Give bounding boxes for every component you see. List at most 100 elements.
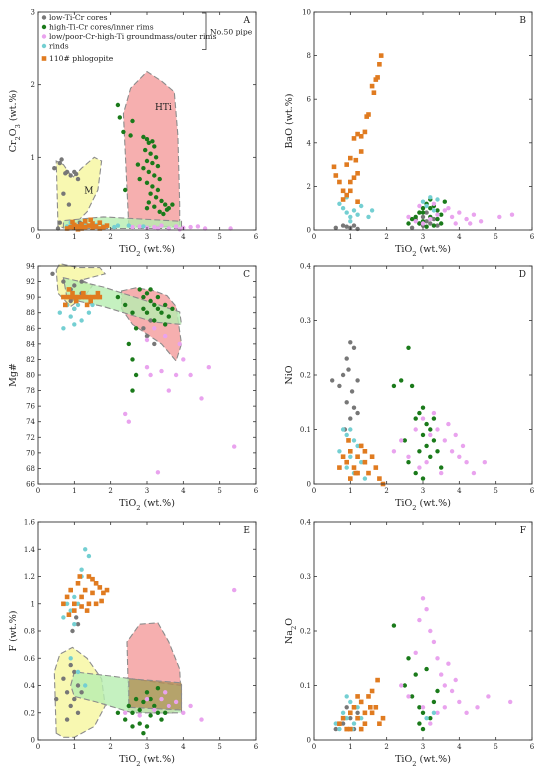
plot-frame [313, 265, 533, 485]
x-tick-label: 0 [36, 743, 40, 751]
data-point-high_ti_cr [121, 129, 126, 135]
x-tick-label: 1 [72, 743, 76, 751]
y-tick-label: 72 [26, 434, 35, 442]
data-point-low_poor_cr_high_ti [399, 438, 404, 443]
data-point-rinds [141, 224, 146, 229]
data-point-phlogopite_110 [97, 585, 103, 590]
data-point-phlogopite_110 [86, 574, 92, 579]
legend-marker-high_ti_cr [41, 24, 47, 30]
data-point-rinds [431, 208, 437, 213]
y-tick: 1.4 [24, 546, 256, 554]
data-point-low_ti_cr [75, 176, 81, 182]
data-point-high_ti_cr [424, 666, 429, 672]
y-tick-label: 4 [307, 139, 312, 147]
data-point-phlogopite_110 [333, 173, 339, 178]
y-tick: 3 [31, 9, 256, 17]
data-point-rinds [359, 203, 364, 209]
data-point-rinds [79, 318, 84, 323]
x-tick-label: 2 [108, 487, 112, 495]
data-point-high_ti_cr [150, 139, 155, 144]
data-point-rinds [348, 699, 353, 705]
data-point-high_ti_cr [417, 449, 422, 454]
data-point-low_poor_cr_high_ti [420, 221, 426, 226]
data-point-low_poor_cr_high_ti [431, 201, 437, 206]
data-point-high_ti_cr [153, 155, 159, 160]
data-point-rinds [115, 223, 121, 228]
data-point-rinds [340, 427, 346, 432]
data-point-high_ti_cr [141, 731, 146, 736]
data-point-phlogopite_110 [351, 465, 357, 470]
data-point-low_ti_cr [348, 416, 353, 421]
data-point-high_ti_cr [420, 405, 426, 410]
data-point-phlogopite_110 [358, 699, 364, 705]
data-point-low_poor_cr_high_ti [471, 470, 477, 476]
data-point-phlogopite_110 [346, 438, 351, 443]
data-point-rinds [337, 201, 342, 206]
data-point-low_poor_cr_high_ti [163, 333, 168, 339]
data-point-low_ti_cr [351, 223, 357, 228]
data-point-high_ti_cr [152, 703, 157, 709]
data-point-low_poor_cr_high_ti [406, 454, 411, 459]
data-point-phlogopite_110 [378, 53, 384, 58]
data-point-phlogopite_110 [101, 224, 106, 230]
y-tick: 86 [26, 325, 256, 333]
data-point-low_poor_cr_high_ti [148, 372, 153, 378]
data-point-low_ti_cr [344, 224, 349, 229]
data-point-low_poor_cr_high_ti [152, 326, 157, 331]
data-point-low_poor_cr_high_ti [188, 703, 193, 709]
data-point-low_ti_cr [355, 710, 360, 715]
data-point-high_ti_cr [428, 454, 433, 459]
data-point-phlogopite_110 [353, 470, 359, 476]
data-point-low_poor_cr_high_ti [137, 224, 142, 229]
y-tick: 1 [31, 600, 256, 608]
data-point-rinds [333, 721, 338, 726]
x-tick: 3 [421, 266, 425, 495]
y-tick: 70 [26, 449, 256, 457]
data-point-high_ti_cr [144, 724, 150, 729]
data-point-high_ti_cr [148, 287, 153, 292]
data-point-low_ti_cr [348, 716, 353, 721]
x-tick-label: 6 [530, 487, 535, 495]
x-tick: 1 [348, 522, 353, 751]
data-point-phlogopite_110 [75, 224, 81, 229]
data-point-low_poor_cr_high_ti [413, 219, 418, 224]
data-point-low_ti_cr [330, 378, 335, 383]
legend-marker-low_poor_cr_high_ti [41, 34, 47, 39]
data-point-low_poor_cr_high_ti [431, 639, 437, 645]
y-tick-label: 2 [307, 183, 311, 191]
y-tick-label: 0 [31, 737, 35, 745]
data-point-low_poor_cr_high_ti [232, 587, 237, 593]
y-tick: 0.2 [300, 628, 532, 636]
data-point-high_ti_cr [133, 372, 139, 378]
data-point-phlogopite_110 [88, 217, 93, 223]
data-point-low_poor_cr_high_ti [391, 449, 397, 454]
y-tick: 74 [26, 418, 256, 426]
y-tick-label: 1.6 [24, 519, 36, 527]
panel-d: 0 1 2 3 4 5 6 0 0.1 0.2 0.3 0.4 TiO2 (wt.%) NiO D [284, 263, 535, 513]
panel-letter: E [243, 526, 250, 536]
legend-marker-low_ti_cr [41, 15, 47, 20]
y-tick: 0 [31, 227, 256, 235]
data-point-high_ti_cr [152, 318, 157, 323]
data-point-phlogopite_110 [340, 715, 346, 721]
data-point-rinds [340, 206, 346, 211]
data-point-rinds [344, 210, 349, 215]
y-tick: 0.3 [300, 573, 532, 581]
data-point-low_poor_cr_high_ti [449, 688, 455, 694]
data-point-low_ti_cr [61, 191, 66, 196]
data-point-rinds [112, 224, 117, 230]
x-tick: 2 [108, 522, 113, 751]
data-point-phlogopite_110 [77, 574, 83, 579]
y-tick-label: 0.3 [300, 573, 311, 581]
x-tick-label: 4 [457, 487, 462, 495]
data-point-high_ti_cr [402, 683, 407, 688]
legend-label: low/poor-Cr-high-Ti groundmass/outer rim… [49, 32, 217, 41]
data-point-high_ti_cr [409, 694, 415, 699]
data-point-high_ti_cr [123, 717, 128, 722]
x-tick: 1 [348, 266, 353, 495]
data-point-low_poor_cr_high_ti [497, 214, 502, 220]
data-point-high_ti_cr [148, 151, 153, 156]
data-point-low_ti_cr [68, 662, 73, 668]
data-point-low_ti_cr [409, 225, 415, 230]
y-tick-label: 0.2 [300, 372, 311, 380]
